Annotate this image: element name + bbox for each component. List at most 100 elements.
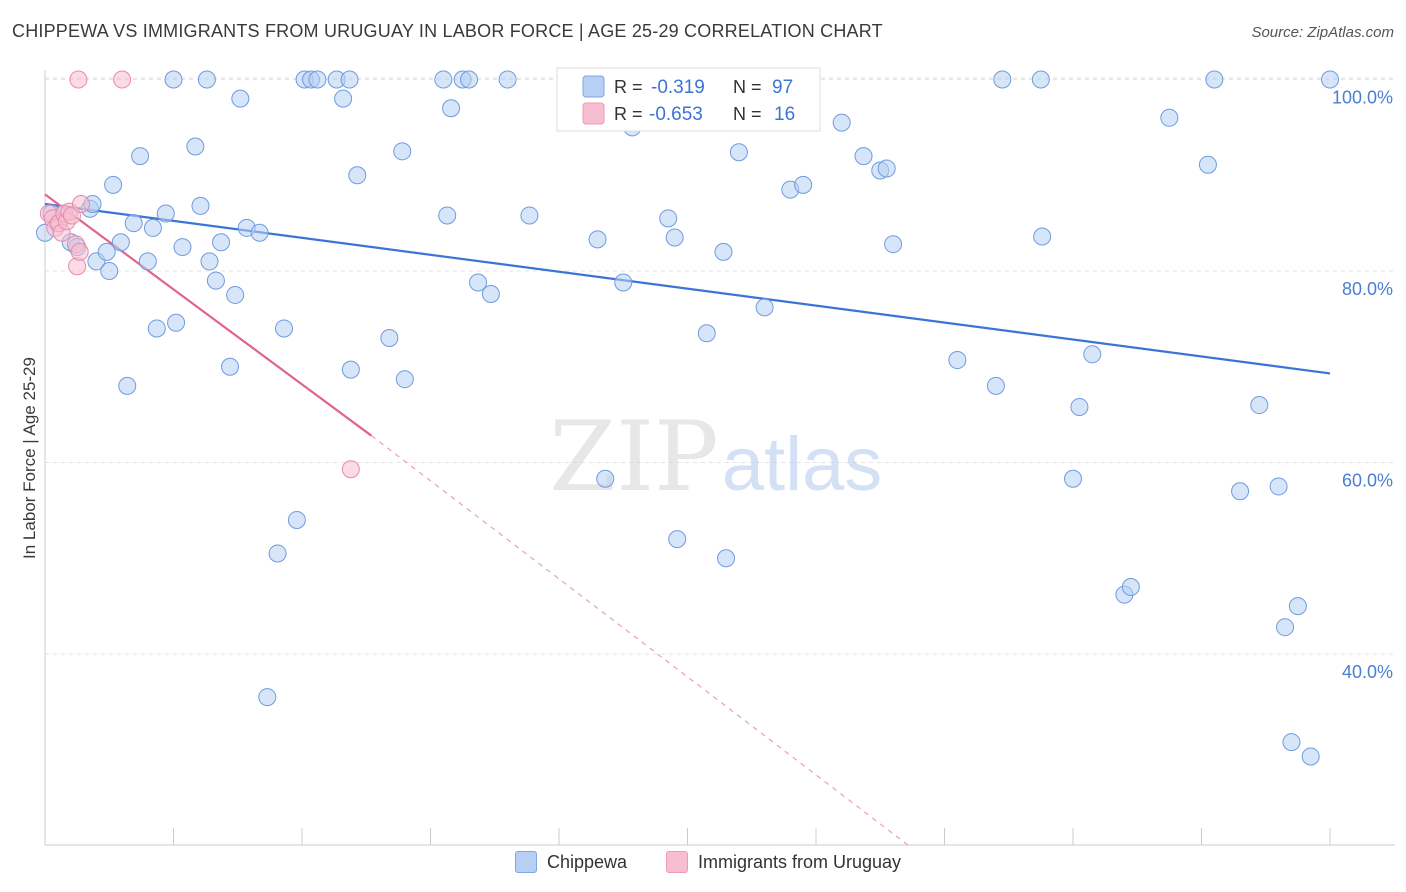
chippewa-point [1083, 345, 1102, 364]
legend-label-chippewa: Chippewa [547, 851, 628, 872]
y-tick-label: 100.0% [1332, 88, 1393, 108]
chippewa-point [498, 70, 517, 89]
chippewa-point [1301, 747, 1320, 766]
chippewa-point [1033, 227, 1052, 246]
chippewa-point [520, 206, 539, 225]
chippewa-point [438, 206, 457, 225]
chippewa-point [308, 70, 327, 89]
chippewa-point [1288, 597, 1307, 616]
uruguay-trend-extension [371, 435, 909, 846]
chippewa-point [221, 357, 240, 376]
chippewa-point [268, 544, 287, 563]
chippewa-point [1160, 108, 1179, 127]
chippewa-point [481, 284, 500, 303]
chippewa-point [104, 175, 123, 194]
chippewa-point [729, 143, 748, 162]
chippewa-point [212, 233, 231, 252]
uruguay-point [70, 242, 89, 261]
chippewa-point [659, 209, 678, 228]
watermark-atlas: atlas [722, 422, 883, 507]
chippewa-point [124, 214, 143, 233]
chippewa-point [138, 252, 157, 271]
chart-source: Source: ZipAtlas.com [1251, 24, 1394, 41]
chippewa-point [794, 175, 813, 194]
legend-r-value-2: -0.653 [649, 104, 703, 125]
chippewa-point [156, 204, 175, 223]
chippewa-point [714, 242, 733, 261]
legend-r-value-1: -0.319 [651, 77, 705, 98]
uruguay-point [69, 70, 88, 89]
chippewa-point [275, 319, 294, 338]
chippewa-point [665, 228, 684, 247]
chippewa-point [717, 549, 736, 568]
chippewa-point [393, 142, 412, 161]
chippewa-point [588, 230, 607, 249]
chippewa-point [434, 70, 453, 89]
chippewa-point [348, 166, 367, 185]
chippewa-point [1064, 469, 1082, 488]
watermark: ZIP atlas [549, 401, 882, 513]
chippewa-point [1121, 577, 1140, 596]
chippewa-point [258, 688, 277, 707]
axes [44, 70, 1395, 846]
legend-label-uruguay: Immigrants from Uruguay [698, 851, 902, 872]
chippewa-point [186, 137, 205, 156]
chippewa-point [131, 147, 150, 166]
uruguay-point [71, 194, 90, 213]
chippewa-point [97, 242, 116, 261]
chippewa-point [200, 252, 219, 271]
legend-n-label-1: N = [733, 77, 762, 97]
chippewa-point [1321, 70, 1339, 89]
chippewa-point [1198, 155, 1217, 174]
chippewa-point [986, 376, 1005, 395]
legend-r-label-1: R = [614, 77, 643, 97]
chippewa-point [993, 70, 1012, 89]
legend-top: R = -0.319 N = 97 R = -0.653 N = 16 [556, 67, 821, 132]
chippewa-point [167, 313, 186, 332]
chippewa-point [206, 271, 225, 290]
chippewa-point [1282, 733, 1301, 752]
legend-n-value-2: 16 [774, 104, 795, 125]
uruguay-point [341, 460, 360, 479]
chippewa-point [614, 273, 633, 292]
tick-labels: 40.0%60.0%80.0%100.0%0.0%100.0% [1332, 88, 1393, 683]
chippewa-point [111, 233, 130, 252]
legend-item-chippewa: Chippewa [515, 851, 627, 873]
chippewa-point [877, 159, 896, 178]
chippewa-point [143, 218, 162, 237]
chippewa-point [226, 285, 245, 304]
chippewa-point [250, 223, 269, 242]
chippewa-point [697, 324, 716, 343]
chippewa-point [1250, 396, 1269, 415]
chippewa-point [164, 70, 183, 89]
scatter-plot: ZIP atlas 40.0%60.0%80.0%100.0%0.0%100.0… [20, 67, 1395, 846]
chippewa-point [231, 89, 250, 108]
chippewa-point [191, 196, 210, 215]
chippewa-point [854, 147, 873, 166]
chippewa-point [1070, 397, 1089, 416]
uruguay-trend-line [44, 193, 373, 437]
chippewa-point [1031, 70, 1050, 89]
y-axis-label: In Labor Force | Age 25-29 [20, 357, 39, 559]
y-tick-label: 80.0% [1342, 279, 1393, 299]
legend-swatch-chippewa [515, 851, 537, 873]
chippewa-point [1205, 70, 1224, 89]
legend-swatch-uruguay [582, 102, 605, 125]
chippewa-point [340, 70, 359, 89]
chippewa-point [334, 89, 353, 108]
watermark-zip: ZIP [549, 401, 718, 513]
legend-swatch-uruguay [666, 851, 688, 873]
grid-lines [45, 77, 1395, 655]
y-tick-label: 40.0% [1342, 662, 1393, 682]
chippewa-point [668, 530, 687, 549]
chippewa-point [197, 70, 216, 89]
chippewa-point [380, 329, 399, 348]
chippewa-point [460, 70, 479, 89]
chippewa-point [147, 319, 166, 338]
chippewa-point [469, 273, 488, 292]
chippewa-point [118, 376, 137, 395]
legend-item-uruguay: Immigrants from Uruguay [666, 851, 901, 873]
chippewa-point [100, 262, 119, 280]
chippewa-point [832, 113, 851, 132]
chippewa-point [884, 235, 903, 254]
